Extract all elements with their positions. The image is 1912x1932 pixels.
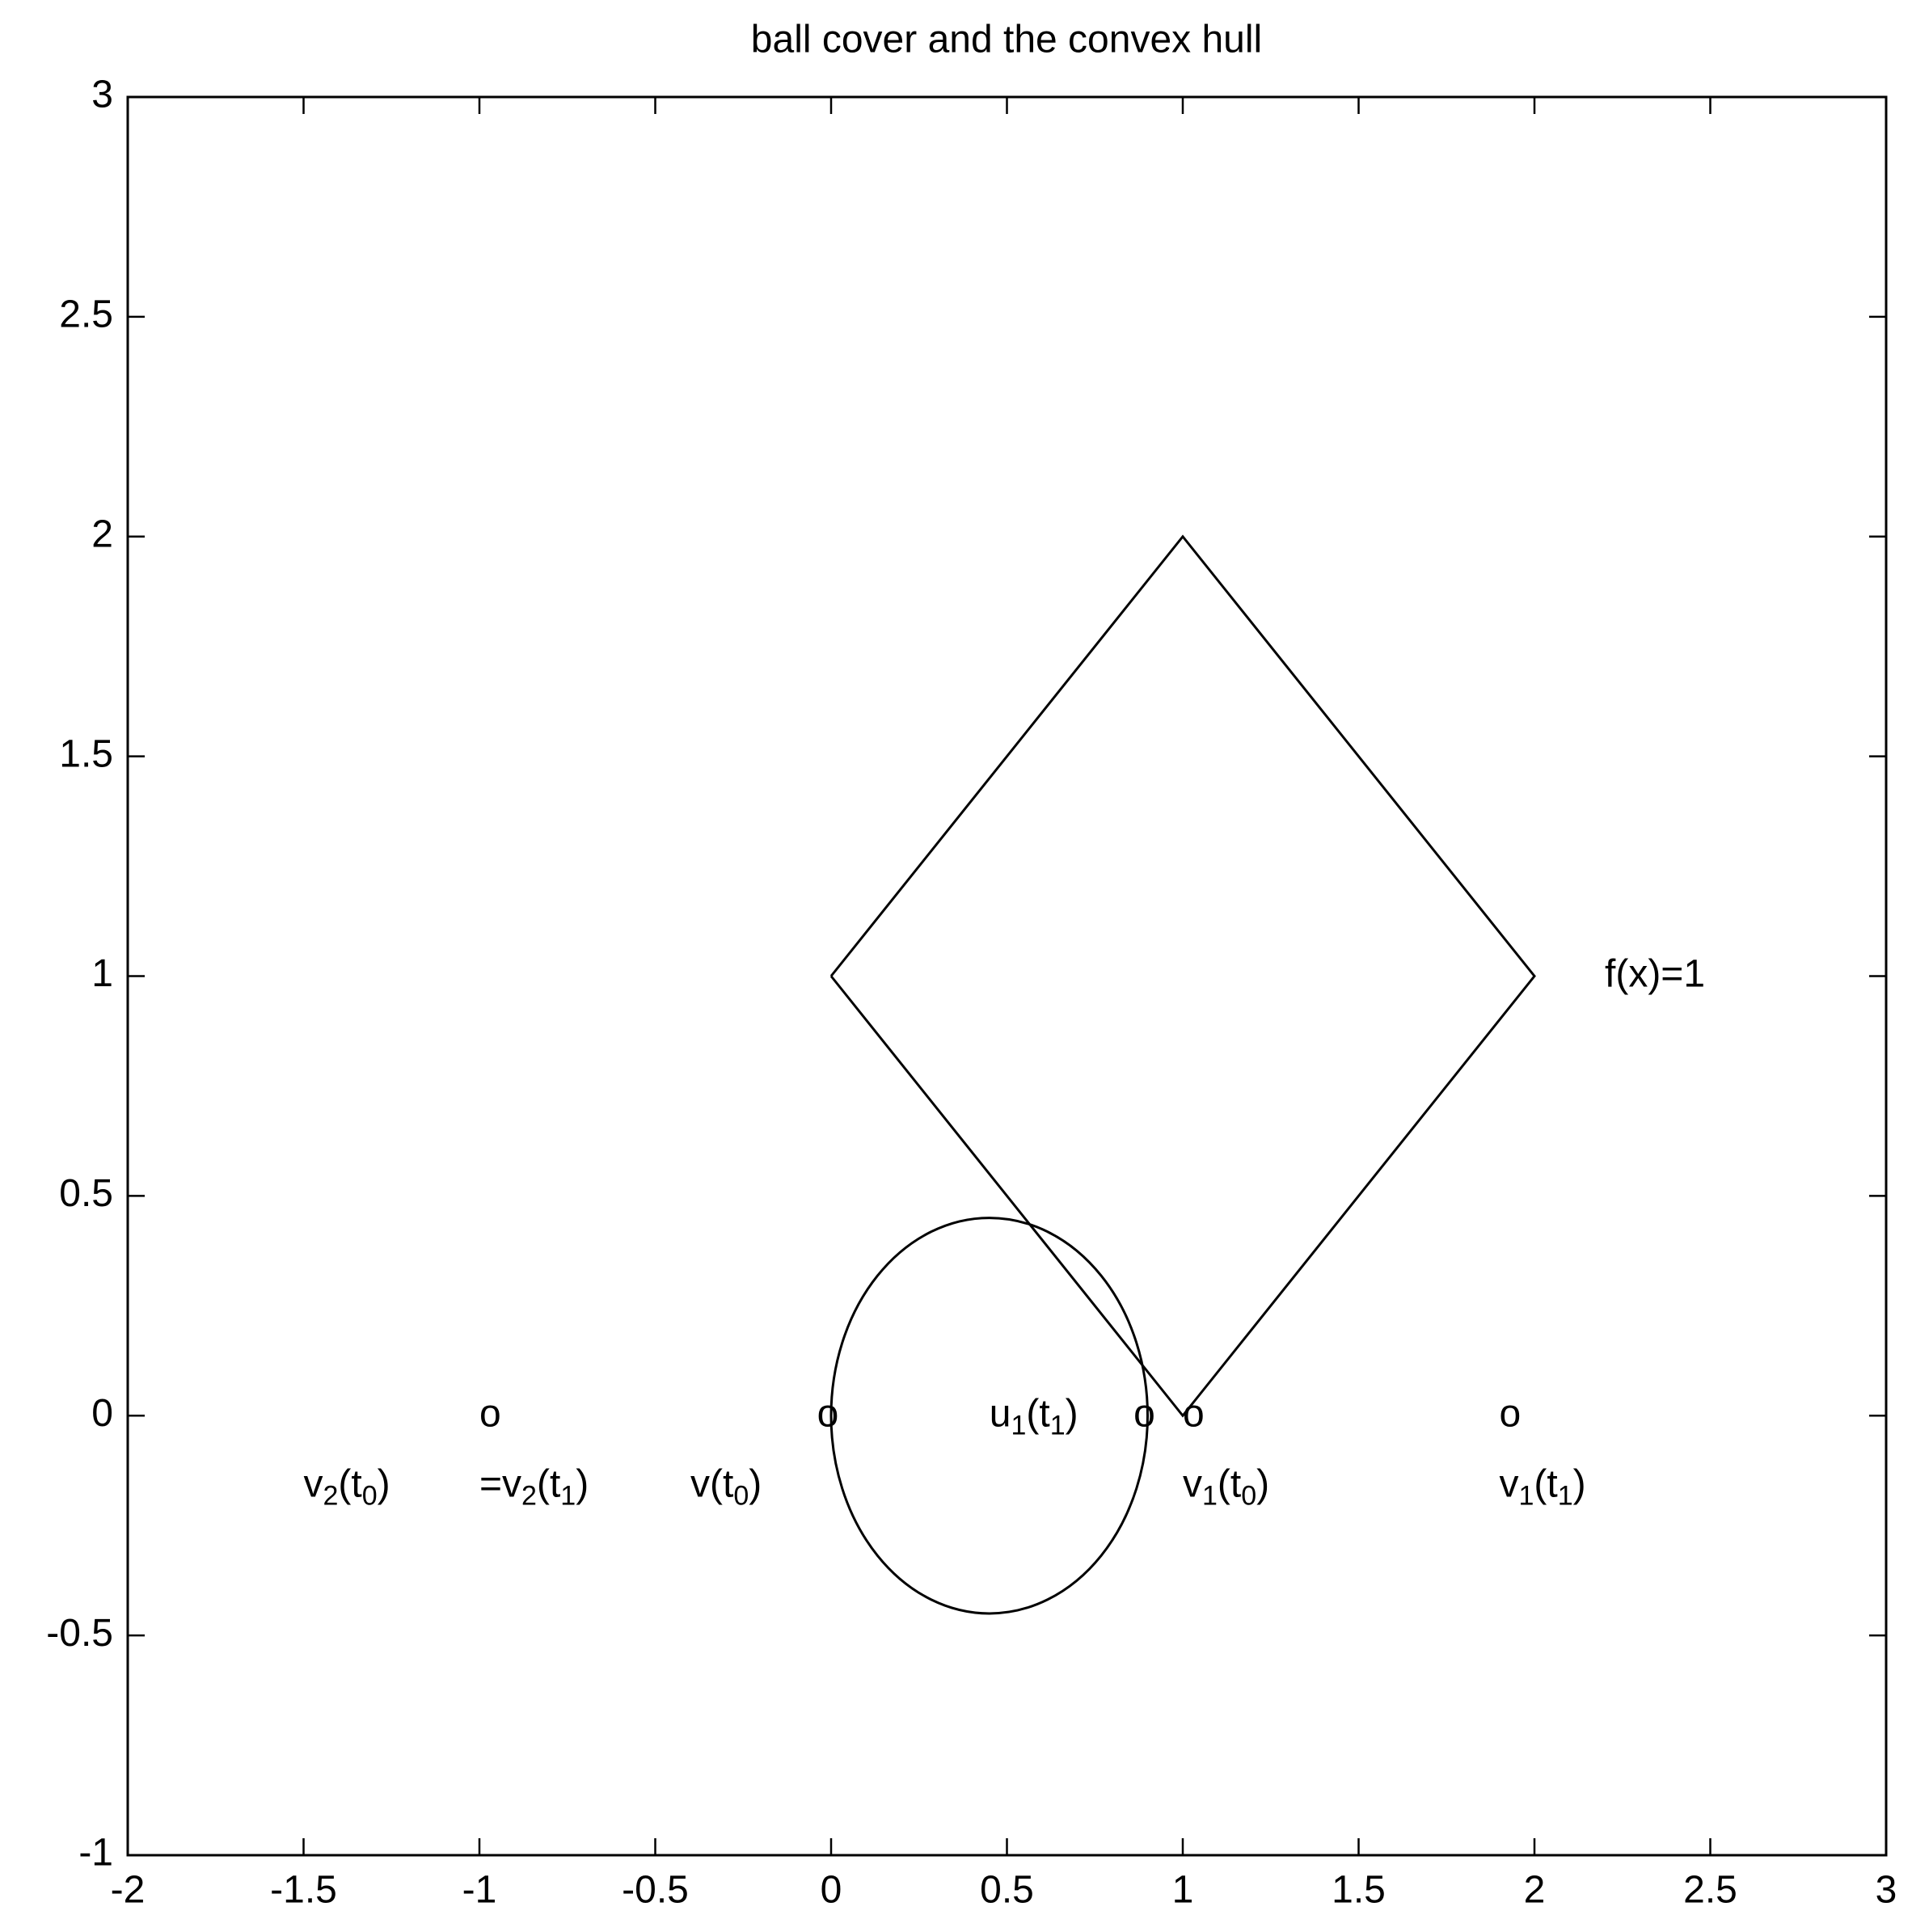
y-tick-label: -1 [78, 1832, 113, 1875]
annotation: =v2(t1) [479, 1462, 589, 1511]
y-tick-label: 3 [91, 74, 113, 116]
annotation-text: ) [378, 1462, 390, 1505]
x-tick-label: -1 [462, 1869, 497, 1912]
annotation-subscript: 0 [362, 1480, 378, 1511]
annotation: f(x)=1 [1605, 952, 1705, 995]
annotation: o [1183, 1392, 1205, 1435]
x-tick-label: 1.5 [1332, 1869, 1386, 1912]
annotation-text: u [990, 1392, 1011, 1435]
x-tick-label: 2 [1524, 1869, 1546, 1912]
annotation-text: v [502, 1462, 521, 1505]
y-tick-label: -0.5 [46, 1612, 113, 1655]
annotation-text: v [1500, 1462, 1519, 1505]
x-tick-label: 1 [1172, 1869, 1194, 1912]
annotation-subscript: 1 [560, 1480, 576, 1511]
ball [829, 1217, 1149, 1615]
annotation-text: ) [576, 1462, 589, 1505]
data-line [829, 534, 1536, 1418]
annotation-text: = [479, 1462, 502, 1505]
annotation-text: v [1183, 1462, 1202, 1505]
annotation: v2(t0) [304, 1462, 390, 1511]
annotation-text: (t [1026, 1392, 1049, 1435]
annotation-subscript: 1 [1050, 1410, 1066, 1441]
annotation: o [479, 1392, 501, 1435]
annotation: v(t0) [690, 1462, 762, 1511]
annotation-text: o [479, 1392, 501, 1435]
x-tick-label: 2.5 [1683, 1869, 1737, 1912]
y-tick-label: 1.5 [59, 732, 113, 775]
annotation-subscript: 1 [1011, 1410, 1026, 1441]
annotation-text: (t [537, 1462, 560, 1505]
annotation-text: o [1183, 1392, 1205, 1435]
y-tick-label: 2 [91, 513, 113, 555]
annotation-text: ) [1066, 1392, 1078, 1435]
annotation-text: ) [1573, 1462, 1586, 1505]
annotation-text: o [817, 1392, 839, 1435]
annotation-subscript: 2 [521, 1480, 537, 1511]
annotation: o [1500, 1392, 1522, 1435]
annotation-subscript: 1 [1558, 1480, 1573, 1511]
chart-title: ball cover and the convex hull [751, 19, 1262, 61]
annotation-text: (t [1218, 1462, 1241, 1505]
annotation-text: f(x)=1 [1605, 952, 1705, 995]
annotation-text: v [304, 1462, 323, 1505]
x-tick-label: -1.5 [270, 1869, 337, 1912]
annotation-subscript: 1 [1519, 1480, 1534, 1511]
annotation-text: ) [1256, 1462, 1269, 1505]
annotation-text: (t [1534, 1462, 1557, 1505]
annotation-subscript: 0 [733, 1480, 749, 1511]
annotation-subscript: 0 [1241, 1480, 1256, 1511]
x-tick-label: 0 [821, 1869, 842, 1912]
x-tick-label: 3 [1876, 1869, 1897, 1912]
annotation-text: o [1133, 1392, 1155, 1435]
annotation-text: v(t [690, 1462, 733, 1505]
annotation: v1(t1) [1500, 1462, 1586, 1511]
annotation: o [1133, 1392, 1155, 1435]
y-tick-label: 2.5 [59, 293, 113, 336]
x-tick-label: -2 [111, 1869, 146, 1912]
annotation-text: (t [338, 1462, 361, 1505]
y-tick-label: 0.5 [59, 1172, 113, 1215]
annotation-subscript: 2 [323, 1480, 339, 1511]
annotation: o [817, 1392, 839, 1435]
annotation-text: o [1500, 1392, 1522, 1435]
annotation: u1(t1) [990, 1392, 1078, 1441]
annotation-subscript: 1 [1202, 1480, 1218, 1511]
x-tick-label: -0.5 [622, 1869, 689, 1912]
y-tick-label: 1 [91, 952, 113, 995]
annotation-text: ) [749, 1462, 762, 1505]
y-tick-label: 0 [91, 1392, 113, 1435]
annotation: v1(t0) [1183, 1462, 1269, 1511]
x-tick-label: 0.5 [980, 1869, 1034, 1912]
